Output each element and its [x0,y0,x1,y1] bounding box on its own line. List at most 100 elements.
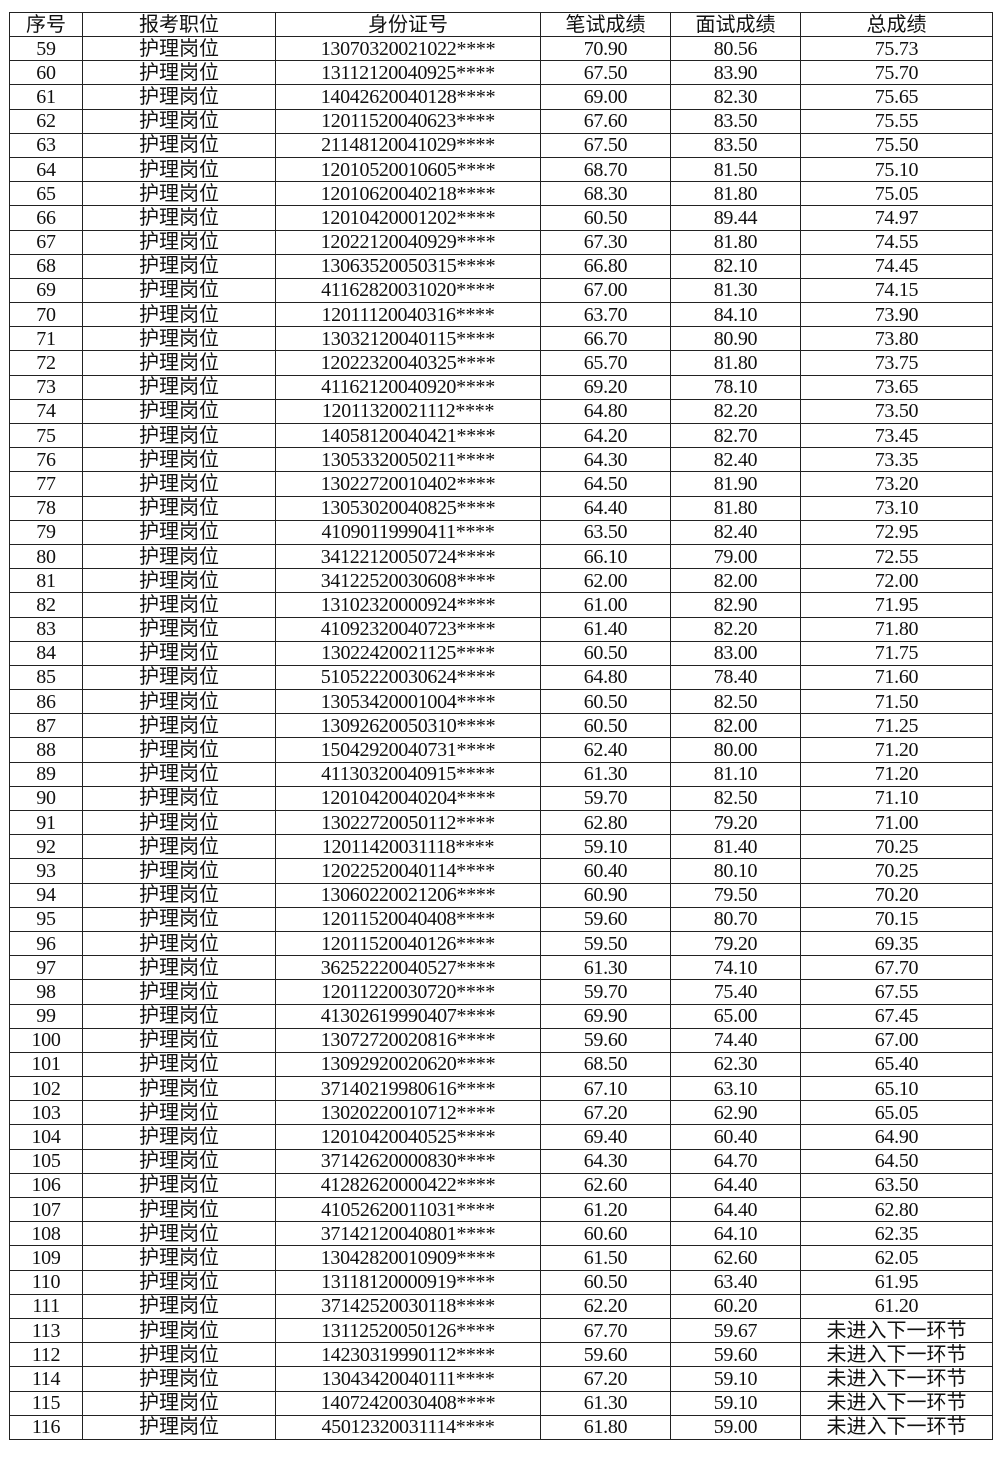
cell-total-score: 72.00 [800,568,993,594]
cell-index: 70 [9,302,83,328]
cell-position: 护理岗位 [82,302,276,328]
header-id-number: 身份证号 [275,12,541,37]
cell-id-number: 12010420040525**** [275,1124,541,1150]
table-row: 104 护理岗位 12010420040525**** 69.40 60.40 64.90 [9,1124,993,1150]
cell-index: 84 [9,640,83,666]
cell-id-number: 13092620050310**** [275,713,541,739]
cell-written-score: 59.60 [540,1342,671,1368]
cell-total-score: 73.90 [800,302,993,328]
cell-interview-score: 82.00 [670,568,801,594]
cell-written-score: 69.00 [540,84,671,110]
cell-index: 98 [9,979,83,1005]
table-row: 78 护理岗位 13053020040825**** 64.40 81.80 73.10 [9,495,993,521]
table-row: 99 护理岗位 41302619990407**** 69.90 65.00 67.45 [9,1003,993,1029]
cell-index: 63 [9,132,83,158]
cell-interview-score: 82.30 [670,84,801,110]
table-row: 73 护理岗位 41162120040920**** 69.20 78.10 73.65 [9,374,993,400]
cell-written-score: 69.40 [540,1124,671,1150]
cell-position: 护理岗位 [82,761,276,787]
cell-total-score: 61.95 [800,1269,993,1295]
cell-interview-score: 81.80 [670,181,801,207]
cell-interview-score: 78.10 [670,374,801,400]
cell-id-number: 41162120040920**** [275,374,541,400]
cell-interview-score: 59.60 [670,1342,801,1368]
cell-interview-score: 81.30 [670,277,801,304]
cell-total-score: 69.35 [800,930,993,957]
table-row: 107 护理岗位 41052620011031**** 61.20 64.40 62.80 [9,1196,993,1223]
cell-id-number: 12011420031118**** [275,834,541,860]
cell-total-score: 62.35 [800,1221,993,1247]
cell-total-score: 71.80 [800,616,993,642]
header-interview-score: 面试成绩 [670,12,801,37]
cell-interview-score: 79.50 [670,882,801,908]
cell-position: 护理岗位 [82,785,276,812]
cell-index: 87 [9,713,83,739]
cell-position: 护理岗位 [82,1051,276,1078]
cell-position: 护理岗位 [82,326,276,352]
cell-written-score: 62.00 [540,568,671,594]
cell-interview-score: 81.90 [670,471,801,497]
cell-total-score: 74.97 [800,205,993,231]
cell-written-score: 62.20 [540,1293,671,1319]
cell-interview-score: 63.40 [670,1269,801,1295]
cell-index: 81 [9,568,83,594]
cell-total-score: 未进入下一环节 [800,1317,993,1344]
cell-interview-score: 65.00 [670,1003,801,1029]
cell-index: 92 [9,834,83,860]
cell-total-score: 70.25 [800,834,993,860]
cell-id-number: 12011520040408**** [275,906,541,932]
cell-index: 86 [9,689,83,715]
cell-interview-score: 81.80 [670,229,801,255]
cell-total-score: 75.73 [800,35,993,62]
cell-index: 67 [9,229,83,255]
table-row: 67 护理岗位 12022120040929**** 67.30 81.80 74.55 [9,229,993,255]
table-row: 112 护理岗位 14230319990112**** 59.60 59.60 未进入下一… [9,1342,993,1368]
cell-written-score: 68.50 [540,1051,671,1078]
cell-written-score: 64.20 [540,422,671,449]
cell-index: 99 [9,1003,83,1029]
cell-interview-score: 60.40 [670,1124,801,1150]
cell-interview-score: 59.67 [670,1317,801,1344]
cell-total-score: 67.45 [800,1003,993,1029]
cell-id-number: 41052620011031**** [275,1196,541,1223]
table-row: 83 护理岗位 41092320040723**** 61.40 82.20 71.80 [9,616,993,642]
cell-id-number: 14230319990112**** [275,1342,541,1368]
cell-index: 111 [9,1293,83,1319]
cell-written-score: 62.80 [540,809,671,836]
cell-position: 护理岗位 [82,471,276,497]
cell-id-number: 13022720050112**** [275,809,541,836]
table-row: 86 护理岗位 13053420001004**** 60.50 82.50 71.50 [9,689,993,715]
table-row: 59 护理岗位 13070320021022**** 70.90 80.56 75.73 [9,35,993,62]
cell-index: 68 [9,253,83,279]
cell-total-score: 73.50 [800,398,993,425]
header-position: 报考职位 [82,12,276,37]
cell-id-number: 13063520050315**** [275,253,541,279]
cell-interview-score: 64.10 [670,1221,801,1247]
cell-interview-score: 79.20 [670,809,801,836]
cell-index: 116 [9,1414,83,1440]
cell-position: 护理岗位 [82,1221,276,1247]
cell-id-number: 12011120040316**** [275,302,541,328]
cell-index: 110 [9,1269,83,1295]
cell-total-score: 75.65 [800,84,993,110]
cell-total-score: 75.05 [800,181,993,207]
cell-total-score: 70.20 [800,882,993,908]
cell-interview-score: 74.10 [670,955,801,981]
cell-total-score: 62.80 [800,1196,993,1223]
cell-total-score: 74.45 [800,253,993,279]
cell-interview-score: 80.00 [670,737,801,763]
cell-id-number: 13053320050211**** [275,447,541,473]
table-row: 91 护理岗位 13022720050112**** 62.80 79.20 71.00 [9,809,993,836]
table-row: 79 护理岗位 41090119990411**** 63.50 82.40 72.95 [9,519,993,545]
cell-interview-score: 59.00 [670,1414,801,1440]
cell-interview-score: 81.80 [670,495,801,521]
cell-written-score: 61.80 [540,1414,671,1440]
table-row: 84 护理岗位 13022420021125**** 60.50 83.00 71.75 [9,640,993,666]
cell-interview-score: 79.00 [670,543,801,570]
cell-position: 护理岗位 [82,1414,276,1440]
cell-id-number: 12010620040218**** [275,181,541,207]
cell-index: 115 [9,1390,83,1416]
cell-id-number: 13053420001004**** [275,689,541,715]
cell-total-score: 73.80 [800,326,993,352]
table-row: 115 护理岗位 14072420030408**** 61.30 59.10 未进入下一… [9,1390,993,1416]
